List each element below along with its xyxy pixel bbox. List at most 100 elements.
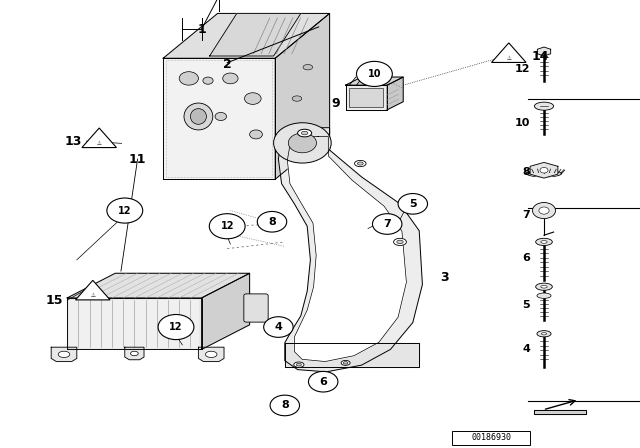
Polygon shape: [163, 58, 275, 179]
Text: ⚠: ⚠: [506, 56, 511, 61]
Text: 5: 5: [522, 300, 530, 310]
Polygon shape: [346, 85, 387, 110]
Text: 12: 12: [220, 221, 234, 231]
Ellipse shape: [541, 241, 547, 243]
Text: 10: 10: [367, 69, 381, 79]
Text: 12: 12: [515, 65, 530, 74]
Polygon shape: [51, 347, 77, 362]
Ellipse shape: [537, 331, 551, 337]
Polygon shape: [67, 298, 202, 349]
Polygon shape: [287, 137, 406, 362]
Ellipse shape: [298, 129, 312, 137]
Text: ⚠: ⚠: [97, 141, 102, 146]
Text: 13: 13: [65, 134, 83, 148]
Ellipse shape: [58, 351, 70, 358]
Ellipse shape: [184, 103, 212, 130]
Text: 6: 6: [319, 377, 327, 387]
Circle shape: [288, 133, 316, 153]
Ellipse shape: [541, 332, 547, 335]
Polygon shape: [210, 13, 301, 56]
Text: 7: 7: [522, 210, 530, 220]
Polygon shape: [534, 410, 586, 414]
Ellipse shape: [394, 238, 406, 246]
Circle shape: [158, 314, 194, 340]
Ellipse shape: [341, 360, 350, 366]
Text: 2: 2: [223, 58, 232, 72]
Polygon shape: [76, 280, 110, 300]
Circle shape: [215, 112, 227, 121]
Polygon shape: [492, 43, 526, 62]
Text: 8: 8: [522, 168, 530, 177]
Circle shape: [532, 202, 556, 219]
Text: 7: 7: [383, 219, 391, 229]
Text: 4: 4: [275, 322, 282, 332]
Polygon shape: [346, 77, 403, 85]
Text: 1: 1: [197, 22, 206, 36]
Text: 3: 3: [440, 271, 449, 284]
Ellipse shape: [541, 285, 547, 288]
Ellipse shape: [355, 160, 366, 167]
Text: 9: 9: [332, 96, 340, 110]
Circle shape: [274, 123, 332, 163]
Polygon shape: [125, 347, 144, 360]
Circle shape: [244, 93, 261, 104]
Text: 12: 12: [118, 206, 132, 215]
Ellipse shape: [536, 283, 552, 290]
Ellipse shape: [526, 170, 562, 177]
Ellipse shape: [534, 102, 554, 110]
Polygon shape: [198, 347, 224, 362]
Circle shape: [179, 72, 198, 85]
Circle shape: [203, 77, 213, 84]
Circle shape: [372, 214, 402, 234]
Polygon shape: [278, 128, 422, 372]
Polygon shape: [530, 163, 558, 178]
Ellipse shape: [296, 363, 301, 366]
Circle shape: [223, 73, 238, 84]
Ellipse shape: [397, 240, 403, 244]
Text: ⚠: ⚠: [90, 293, 95, 298]
Circle shape: [308, 371, 338, 392]
Ellipse shape: [537, 293, 551, 298]
Circle shape: [209, 214, 245, 239]
Text: 8: 8: [268, 217, 276, 227]
Text: 5: 5: [409, 199, 417, 209]
Ellipse shape: [536, 238, 552, 246]
Circle shape: [270, 395, 300, 416]
Circle shape: [257, 211, 287, 232]
Polygon shape: [202, 273, 250, 349]
Circle shape: [107, 198, 143, 223]
Ellipse shape: [303, 65, 312, 70]
Ellipse shape: [294, 362, 304, 367]
Circle shape: [398, 194, 428, 214]
Text: 15: 15: [45, 293, 63, 307]
Text: 8: 8: [281, 401, 289, 410]
Ellipse shape: [205, 351, 217, 358]
Polygon shape: [67, 273, 250, 298]
Polygon shape: [275, 13, 330, 179]
Ellipse shape: [357, 162, 363, 165]
Circle shape: [356, 61, 392, 86]
Ellipse shape: [191, 109, 206, 125]
Polygon shape: [285, 343, 419, 367]
Circle shape: [250, 130, 262, 139]
Text: 00186930: 00186930: [472, 433, 511, 442]
Polygon shape: [82, 128, 116, 147]
Text: 11: 11: [129, 152, 147, 166]
Ellipse shape: [131, 351, 138, 356]
Polygon shape: [387, 77, 403, 110]
Polygon shape: [163, 13, 330, 58]
Text: 10: 10: [515, 118, 530, 128]
FancyBboxPatch shape: [244, 294, 268, 322]
Polygon shape: [538, 47, 550, 56]
Text: 6: 6: [522, 253, 530, 263]
FancyBboxPatch shape: [349, 88, 383, 107]
Ellipse shape: [292, 96, 302, 101]
Text: 12: 12: [169, 322, 183, 332]
Circle shape: [539, 207, 549, 214]
Ellipse shape: [301, 131, 308, 135]
FancyBboxPatch shape: [452, 431, 530, 445]
Ellipse shape: [344, 362, 348, 364]
Text: 14: 14: [532, 49, 550, 63]
Circle shape: [264, 317, 293, 337]
Text: 4: 4: [522, 345, 530, 354]
